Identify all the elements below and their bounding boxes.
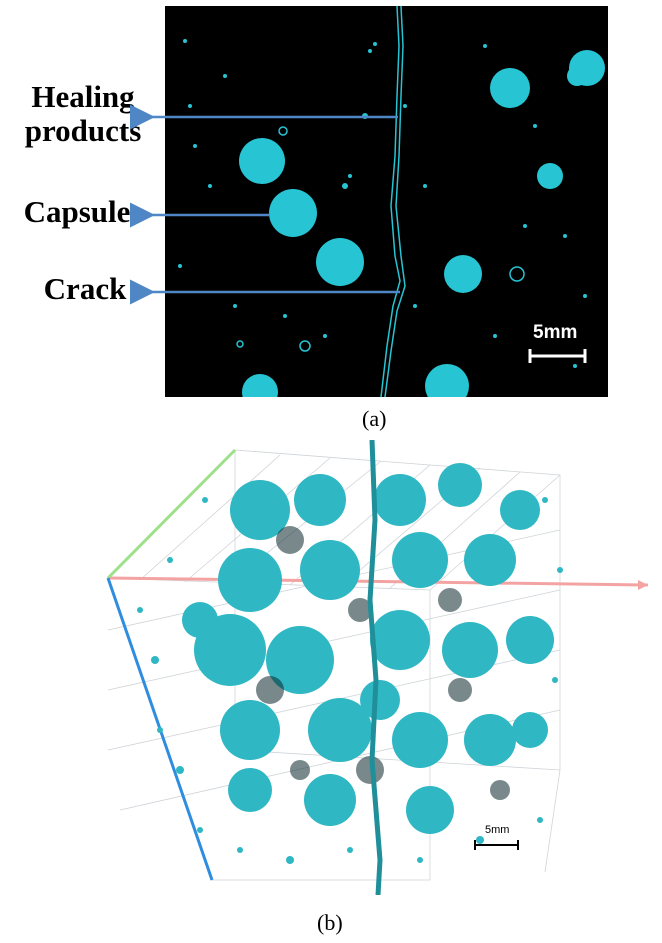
panel-b-image [106, 439, 649, 896]
axis-x [107, 576, 649, 587]
panel-a-caption: (a) [362, 406, 387, 431]
axis-y [106, 448, 237, 580]
panel-a-scale-label: 5mm [533, 322, 578, 343]
panel-b-scale-label: 5mm [485, 824, 510, 836]
label-capsule: Capsule [23, 194, 131, 229]
panel-a-image [165, 6, 608, 397]
panel-b-3d-render: 5mm [0, 439, 662, 896]
label-crack: Crack [43, 271, 127, 306]
label-healing-products: Healing products [24, 79, 142, 148]
arrows-overlay [130, 104, 400, 305]
panel-a-ct-slice: 5mm [165, 6, 608, 397]
panel-b-caption: (b) [317, 910, 343, 935]
